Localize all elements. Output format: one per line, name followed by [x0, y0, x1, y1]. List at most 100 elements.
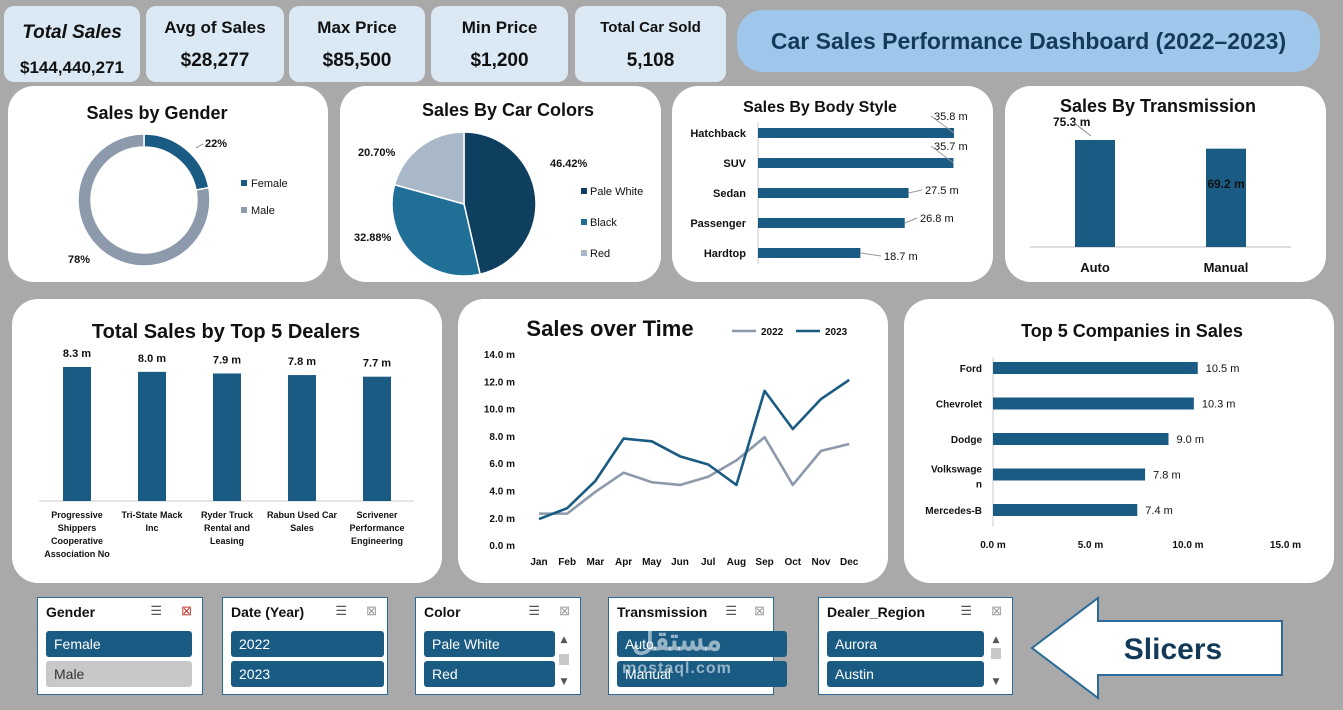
bar: [758, 218, 905, 228]
category-label: Hatchback: [690, 128, 747, 140]
clear-filter-icon[interactable]: ⊠: [366, 603, 377, 618]
dashboard-title: Car Sales Performance Dashboard (2022–20…: [737, 10, 1320, 72]
data-label: 26.8 m: [920, 213, 954, 225]
multi-select-icon[interactable]: ☰: [960, 603, 972, 618]
leader-line: [1072, 121, 1092, 137]
data-label: 7.8 m: [288, 356, 316, 368]
x-tick-label: Jul: [701, 557, 716, 568]
sales-over-time-line-chart: Sales over Time 14.0 m 12.0 m 10.0 m 8.0 m 6.…: [484, 316, 859, 568]
leader-line: [904, 217, 918, 224]
card-sales-by-body-style: Sales By Body Style Hatchback 35.8 m SUV 35.…: [672, 86, 993, 282]
bar: [758, 248, 861, 258]
category-label: Ryder Truck: [201, 510, 254, 520]
legend-swatch: [581, 250, 587, 256]
x-tick-label: 0.0 m: [980, 540, 1006, 551]
bar: [758, 188, 909, 198]
slicer-item-male[interactable]: Male: [46, 661, 192, 687]
category-label: Scrivener: [356, 510, 398, 520]
x-tick-label: May: [642, 557, 662, 568]
category-label: Association No: [44, 549, 110, 559]
multi-select-icon[interactable]: ☰: [335, 603, 347, 618]
data-label: 78%: [68, 254, 90, 266]
data-label: 35.8 m: [934, 111, 968, 123]
data-label: 35.7 m: [934, 141, 968, 153]
slicer-item-manual[interactable]: Manual: [617, 661, 787, 687]
legend-swatch: [241, 180, 247, 186]
data-label: 7.7 m: [363, 358, 391, 370]
y-tick-label: 8.0 m: [489, 432, 515, 443]
card-sales-by-gender: Sales by Gender 22% 78% Female Male: [8, 86, 328, 282]
y-tick-label: 4.0 m: [489, 487, 515, 498]
category-label: Shippers: [58, 523, 97, 533]
data-label: 18.7 m: [884, 251, 918, 263]
chart-title: Sales By Car Colors: [422, 100, 594, 120]
legend-swatch: [581, 219, 587, 225]
chart-title: Sales by Gender: [86, 103, 227, 123]
x-tick-label: Apr: [615, 557, 632, 568]
category-label: Volkswage: [931, 465, 982, 476]
y-tick-label: 0.0 m: [489, 541, 515, 552]
scrollbar[interactable]: ▲ ▼: [556, 632, 572, 688]
data-label: 20.70%: [358, 147, 396, 159]
slicer-item-red[interactable]: Red: [424, 661, 555, 687]
card-sales-by-colors: Sales By Car Colors 46.42% 32.88% 20.70% Pal…: [340, 86, 661, 282]
card-sales-over-time: Sales over Time 14.0 m 12.0 m 10.0 m 8.0 m 6.…: [458, 299, 888, 583]
category-label: Ford: [960, 364, 982, 375]
x-tick-label: Nov: [812, 557, 831, 568]
category-label: Engineering: [351, 536, 403, 546]
clear-filter-icon[interactable]: ⊠: [181, 603, 192, 618]
chart-title: Sales By Body Style: [743, 99, 897, 116]
clear-filter-icon[interactable]: ⊠: [991, 603, 1002, 618]
slicer-item-2023[interactable]: 2023: [231, 661, 384, 687]
x-tick-label: 15.0 m: [1270, 540, 1301, 551]
slicers-callout-label: Slicers: [1124, 633, 1222, 666]
x-tick-label: Jan: [530, 557, 547, 568]
leader-line: [930, 115, 955, 134]
category-label: Auto: [1080, 260, 1110, 275]
chart-title: Sales over Time: [526, 316, 693, 341]
slicer-item-2022[interactable]: 2022: [231, 631, 384, 657]
slicer-color: Color ☰ ⊠ Pale White Red ▲ ▼: [415, 597, 581, 695]
scrollbar[interactable]: ▲ ▼: [988, 632, 1004, 688]
kpi-total-car-sold: Total Car Sold 5,108: [575, 6, 726, 82]
slicer-item-pale-white[interactable]: Pale White: [424, 631, 555, 657]
data-label: 75.3 m: [1053, 115, 1090, 129]
slicer-title: Color: [424, 604, 461, 620]
legend-label: Male: [251, 205, 275, 217]
legend-label: 2022: [761, 327, 784, 338]
kpi-value: $144,440,271: [20, 58, 124, 77]
card-top-companies: Top 5 Companies in Sales 10.5 m Ford 10.3 m…: [904, 299, 1334, 583]
category-label: Cooperative: [51, 536, 103, 546]
multi-select-icon[interactable]: ☰: [150, 603, 162, 618]
clear-filter-icon[interactable]: ⊠: [559, 603, 570, 618]
slicer-item-auto[interactable]: Auto: [617, 631, 787, 657]
slicer-item-female[interactable]: Female: [46, 631, 192, 657]
legend-swatch: [241, 207, 247, 213]
leader-line: [195, 143, 204, 149]
multi-select-icon[interactable]: ☰: [528, 603, 540, 618]
clear-filter-icon[interactable]: ⊠: [754, 603, 765, 618]
data-label: 27.5 m: [925, 185, 959, 197]
slicer-item-aurora[interactable]: Aurora: [827, 631, 984, 657]
legend-label: Female: [251, 178, 288, 190]
category-label: Performance: [349, 523, 404, 533]
data-label: 10.3 m: [1202, 399, 1236, 411]
data-label: 9.0 m: [1177, 434, 1205, 446]
card-top-dealers: Total Sales by Top 5 Dealers 8.3 m Progres…: [12, 299, 442, 583]
slicer-item-austin[interactable]: Austin: [827, 661, 984, 687]
category-label: Hardtop: [704, 248, 746, 260]
left-arrow-icon: Slicers: [1030, 595, 1283, 701]
slicer-gender: Gender ☰ ⊠ Female Male: [37, 597, 203, 695]
donut-slice-female: [143, 133, 210, 191]
category-label: Rental and: [204, 523, 250, 533]
slicers-callout: Slicers: [1030, 595, 1286, 701]
pie-slice-black: [391, 183, 481, 277]
svg-text:▼: ▼: [993, 677, 1000, 687]
slicer-title: Transmission: [617, 604, 708, 620]
legend-label: Pale White: [590, 186, 643, 198]
bar: [63, 367, 91, 501]
colors-pie-chart: Sales By Car Colors 46.42% 32.88% 20.70% Pal…: [354, 100, 643, 277]
bar: [363, 376, 391, 501]
data-label: 46.42%: [550, 158, 588, 170]
multi-select-icon[interactable]: ☰: [725, 603, 737, 618]
